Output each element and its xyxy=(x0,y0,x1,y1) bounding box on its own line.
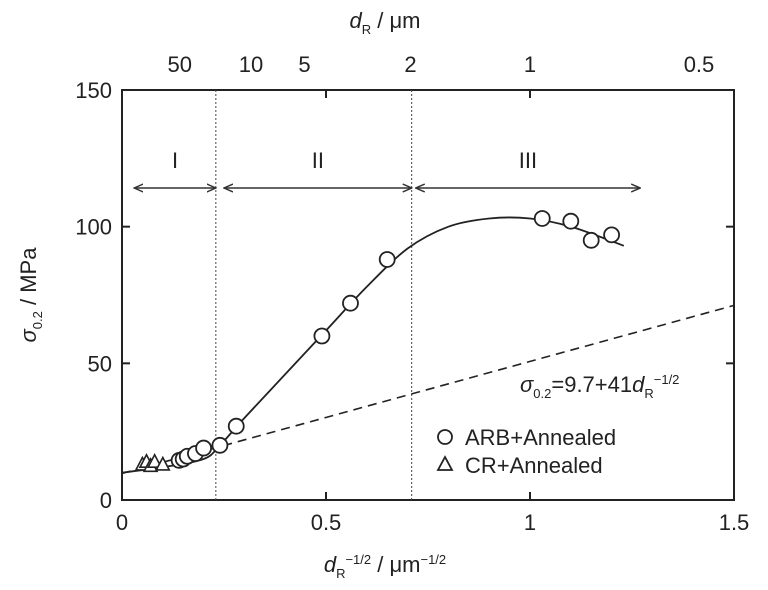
data-point-cr xyxy=(146,452,163,469)
data-point-arb xyxy=(313,327,331,345)
top-axis-title: dR / μm xyxy=(350,8,421,37)
y-tick-label: 100 xyxy=(75,215,112,240)
region-label: III xyxy=(519,148,537,173)
legend-marker-triangle xyxy=(436,455,454,471)
y-tick-label: 50 xyxy=(88,351,112,376)
legend-label-cr: CR+Annealed xyxy=(465,453,603,478)
top-tick-label: 50 xyxy=(167,52,191,77)
hall-petch-label: σ0.2=9.7+41dR−1/2 xyxy=(520,372,679,401)
region-label: II xyxy=(312,148,324,173)
markers xyxy=(134,210,620,473)
x-tick-label: 1 xyxy=(524,510,536,535)
data-point-arb xyxy=(211,436,229,454)
x-tick-label: 0 xyxy=(116,510,128,535)
x-tick-label: 1.5 xyxy=(719,510,750,535)
top-tick-label: 1 xyxy=(524,52,536,77)
data-point-arb xyxy=(342,294,359,312)
data-point-arb xyxy=(378,251,396,268)
x-axis-title: dR−1/2 / μm−1/2 xyxy=(324,552,446,581)
region-label: I xyxy=(172,148,178,173)
axis-ticks: 0 0.5 1 1.5 0 50 100 150 50 10 5 2 1 0.5 xyxy=(75,52,749,535)
y-tick-label: 0 xyxy=(100,488,112,513)
top-tick-label: 0.5 xyxy=(684,52,715,77)
x-tick-label: 0.5 xyxy=(311,510,342,535)
plot-frame xyxy=(121,89,735,501)
legend-marker-circle xyxy=(437,429,453,445)
data-point-arb xyxy=(603,226,620,244)
data-point-cr xyxy=(154,455,171,471)
data-point-arb xyxy=(227,417,245,435)
data-point-arb xyxy=(562,212,580,230)
y-axis-title: σ0.2 / MPa xyxy=(16,247,45,343)
top-tick-label: 10 xyxy=(239,52,263,77)
y-tick-label: 150 xyxy=(75,78,112,103)
data-point-arb xyxy=(195,439,213,457)
data-point-arb xyxy=(582,231,600,249)
legend: ARB+Annealed CR+Annealed xyxy=(436,425,616,478)
regions: I II III xyxy=(134,90,640,500)
lines xyxy=(121,216,735,475)
top-tick-label: 5 xyxy=(298,52,310,77)
top-tick-label: 2 xyxy=(404,52,416,77)
data-point-arb xyxy=(533,210,551,227)
legend-label-arb: ARB+Annealed xyxy=(465,425,616,450)
